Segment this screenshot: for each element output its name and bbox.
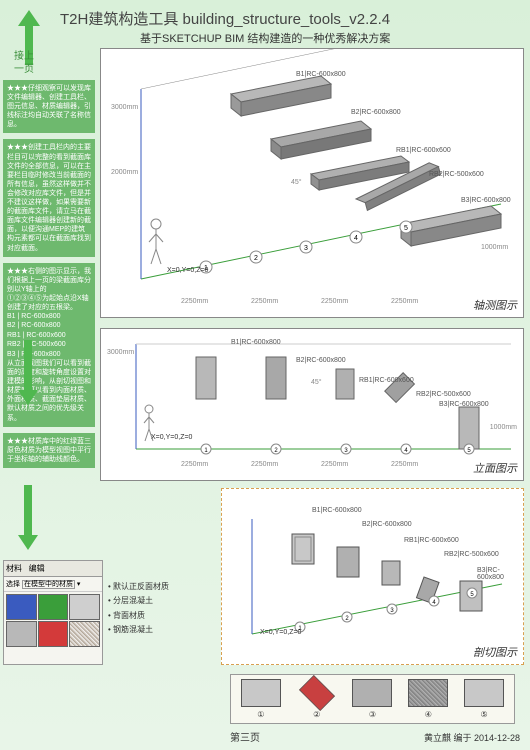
swatch-grid: [4, 592, 102, 649]
block3-nums: ①②③④⑤为起始点沿X轴创建了对应的五根梁。: [7, 295, 89, 311]
svg-text:4: 4: [354, 235, 358, 242]
dim-seg-d: 2250mm: [391, 298, 418, 305]
coord-origin-2: X=0,Y=0,Z=0: [151, 434, 192, 441]
beam-label-2: B2|RC-600x800: [351, 109, 401, 116]
el-beam-2: B2|RC-600x800: [296, 357, 346, 364]
page-subtitle: 基于SKETCHUP BIM 结构建造的一种优秀解决方案: [140, 30, 390, 46]
beam-label-1: B1|RC-600x800: [296, 71, 346, 78]
strip-5: ⑤: [462, 679, 506, 719]
mat-leg-1: 分层混凝土: [108, 594, 169, 608]
sec-beam-2: B2|RC-600x800: [362, 521, 412, 528]
axon-panel: 1 2 3 4 5 B1|RC-600x800 B2|RC-600x800 RB…: [100, 48, 524, 318]
dim-seg-a: 2250mm: [181, 298, 208, 305]
section-panel: 1 2 3 4 5 B1|RC-600x800 B2|RC-600x800 RB…: [221, 488, 524, 665]
beam-label-5: B3|RC-600x800: [461, 197, 511, 204]
swatch-green[interactable]: [38, 594, 69, 620]
mat-dropdown[interactable]: 在模型中的材质: [22, 580, 75, 589]
svg-text:5: 5: [404, 225, 408, 232]
swatch-hatch[interactable]: [69, 621, 100, 647]
page-title: T2H建筑构造工具 building_structure_tools_v2.2.…: [60, 8, 390, 29]
strip-2: ②: [295, 679, 339, 719]
swatch-blue[interactable]: [6, 594, 37, 620]
arrow-down-2-icon: [18, 485, 38, 550]
block3-intro: ★★★右侧的图示显示，我们根据上一页的梁截面库分别以Y轴上的: [7, 268, 91, 293]
beam-label-4: RB2|RC-500x600: [429, 171, 484, 178]
svg-text:3: 3: [304, 245, 308, 252]
panel2-label: 立面图示: [473, 460, 517, 476]
dim-seg-c: 2250mm: [321, 298, 348, 305]
beam-line-0: B1 | RC-600x800: [7, 313, 61, 320]
sidebar: ★★★仔细观察可以发现库文件编辑器、创建工具栏、图元信息、材质编辑器，引线标注均…: [3, 80, 95, 474]
info-block-3: ★★★右侧的图示显示，我们根据上一页的梁截面库分别以Y轴上的 ①②③④⑤为起始点…: [3, 263, 95, 427]
strip-4: ④: [406, 679, 450, 719]
beam-label-3: RB1|RC-600x600: [396, 147, 451, 154]
dim-3000: 3000mm: [111, 104, 138, 111]
svg-text:2: 2: [254, 255, 258, 262]
mat-leg-0: 默认正反面材质: [108, 580, 169, 594]
dim-2000: 2000mm: [111, 169, 138, 176]
el-dim-3000: 3000mm: [107, 349, 134, 356]
sec-beam-3: RB1|RC-600x600: [404, 537, 459, 544]
el-beam-4: RB2|RC-500x600: [416, 391, 471, 398]
arrow-down-1-icon: [18, 340, 38, 405]
sec-beam-5: B3|RC-600x800: [477, 567, 523, 581]
sec-beam-4: RB2|RC-500x600: [444, 551, 499, 558]
coord-origin-1: X=0,Y=0,Z=0: [167, 267, 208, 274]
beam-line-2: RB1 | RC-600x600: [7, 332, 66, 339]
axon-diagram: 1 2 3 4 5: [101, 49, 525, 319]
el-seg-d: 2250mm: [391, 461, 418, 468]
beam-line-1: B2 | RC-600x800: [7, 322, 61, 329]
el-dim-1000: 1000mm: [490, 424, 517, 431]
panel3-label: 剖切图示: [473, 644, 517, 660]
sec-beam-1: B1|RC-600x800: [312, 507, 362, 514]
nav-prev-label[interactable]: 接上 一页: [14, 50, 34, 76]
mat-leg-3: 钢筋混凝土: [108, 623, 169, 637]
swatch-gray1[interactable]: [69, 594, 100, 620]
mat-select-label: 选择: [6, 581, 20, 588]
el-dim-45: 45°: [311, 379, 322, 386]
material-title: 材料 编辑: [4, 561, 102, 577]
el-beam-5: B3|RC-600x800: [439, 401, 489, 408]
info-block-2: ★★★创建工具栏内的主要栏目可以完整的看到截面库文件的全部信息，可以在主要栏目临…: [3, 139, 95, 256]
elev-panel: 1 2 3 4 5 B1|RC-600x800 B2|RC-600x800 RB…: [100, 328, 524, 481]
dim-45: 45°: [291, 179, 302, 186]
info-block-4: ★★★材质库中的红绿蓝三原色材质为模型视图中平行于坐标轴的辅助线颜色。: [3, 433, 95, 468]
swatch-red[interactable]: [38, 621, 69, 647]
swatch-gray2[interactable]: [6, 621, 37, 647]
strip-1: ①: [239, 679, 283, 719]
material-panel[interactable]: 材料 编辑 选择 在模型中的材质 ▾: [3, 560, 103, 665]
el-beam-3: RB1|RC-600x600: [359, 377, 414, 384]
page-number: 第三页: [230, 729, 260, 744]
mat-leg-2: 背面材质: [108, 609, 169, 623]
coord-origin-3: X=0,Y=0,Z=0: [260, 629, 301, 636]
strip-3: ③: [350, 679, 394, 719]
dim-1000: 1000mm: [481, 244, 508, 251]
el-beam-1: B1|RC-600x800: [231, 339, 281, 346]
info-block-1: ★★★仔细观察可以发现库文件编辑器、创建工具栏、图元信息、材质编辑器，引线标注均…: [3, 80, 95, 133]
material-legend: 默认正反面材质 分层混凝土 背面材质 钢筋混凝土: [108, 580, 169, 638]
el-seg-b: 2250mm: [251, 461, 278, 468]
author-date: 黄立麒 编于 2014-12-28: [424, 731, 520, 744]
dim-seg-b: 2250mm: [251, 298, 278, 305]
panel1-label: 轴测图示: [473, 297, 517, 313]
section-swatch-strip: ① ② ③ ④ ⑤: [230, 674, 515, 724]
el-seg-a: 2250mm: [181, 461, 208, 468]
el-seg-c: 2250mm: [321, 461, 348, 468]
